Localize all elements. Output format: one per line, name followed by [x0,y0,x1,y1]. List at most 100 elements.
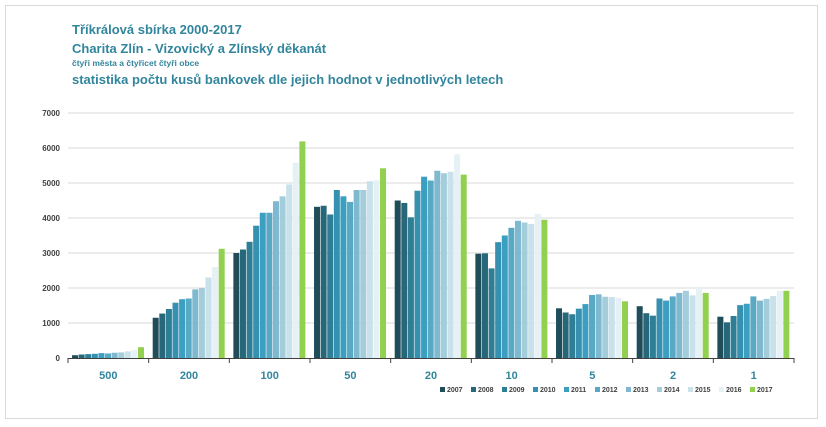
bar-100-2013 [272,201,279,358]
bar-1-2008 [723,322,730,358]
bar-20-2011 [421,176,428,358]
y-tick-label: 5000 [42,179,60,188]
bar-500-2015 [124,351,131,358]
bar-20-2010 [414,190,421,358]
bar-200-2014 [198,288,205,358]
bar-200-2007 [152,317,159,358]
bar-500-2008 [78,354,85,358]
x-axis: 500 200 100 50 20 10 5 2 1 [67,358,795,382]
legend-swatch-2015 [688,387,693,392]
bar-20-2015 [447,171,454,358]
bar-2-2015 [689,295,696,358]
bar-50-2007 [314,206,321,358]
bar-5-2015 [608,297,615,358]
bar-200-2009 [165,309,172,358]
bar-500-2010 [91,353,98,358]
bar-100-2007 [233,253,240,358]
bar-10-2012 [508,227,515,358]
bar-200-2016 [212,267,219,358]
x-tick-label: 500 [99,370,117,382]
y-tick-label: 0 [56,354,61,363]
legend-label-2012: 2012 [602,387,618,394]
bar-200-2011 [179,299,186,358]
bar-100-2012 [266,212,273,358]
legend-label-2010: 2010 [540,387,556,394]
bar-100-2015 [286,184,293,358]
bar-10-2017 [541,219,548,358]
bar-50-2010 [333,190,340,358]
chart-title-line-1: Tříkrálová sbírka 2000-2017 [72,22,242,37]
bar-100-2016 [292,162,299,358]
chart-title-line-2: Charita Zlín - Vizovický a Zlínský děkan… [72,41,327,56]
x-tick-label: 5 [589,370,595,382]
bar-50-2012 [347,201,354,358]
bar-20-2009 [407,217,414,358]
bar-500-2013 [111,352,118,358]
bar-50-2016 [373,180,380,358]
bar-500-2012 [105,353,112,358]
y-tick-label: 1000 [42,319,60,328]
bar-5-2009 [569,314,576,358]
bar-20-2017 [460,174,467,358]
bar-10-2007 [475,253,482,358]
bar-10-2015 [528,223,535,358]
bar-50-2015 [366,181,373,358]
bar-5-2011 [582,304,589,358]
bar-500-2016 [131,350,138,358]
bar-20-2012 [427,180,434,358]
bar-500-2009 [85,354,92,358]
y-tick-label: 7000 [42,109,60,118]
bar-5-2010 [575,308,582,358]
bar-500-2011 [98,353,105,358]
bar-50-2011 [340,196,347,358]
x-tick-label: 1 [751,370,757,382]
bar-10-2011 [501,235,508,358]
bar-2-2010 [656,298,663,358]
bar-10-2008 [481,253,488,358]
bar-100-2017 [299,141,306,358]
bar-2-2011 [663,300,670,358]
x-tick-label: 100 [260,370,278,382]
bar-200-2013 [192,289,199,358]
bar-5-2013 [595,294,602,358]
bar-1-2009 [730,316,737,358]
bar-50-2014 [360,190,367,358]
bar-5-2017 [622,301,629,358]
legend-swatch-2007 [440,387,445,392]
bar-100-2010 [253,225,260,358]
bar-20-2014 [440,173,447,358]
bar-100-2009 [246,241,253,358]
legend-label-2017: 2017 [757,387,773,394]
bar-10-2016 [534,213,541,358]
bar-500-2007 [72,355,79,358]
bar-500-2014 [118,352,125,358]
legend-swatch-2016 [719,387,724,392]
y-tick-label: 4000 [42,214,60,223]
legend-swatch-2011 [564,387,569,392]
bar-200-2017 [218,248,225,358]
legend-swatch-2013 [626,387,631,392]
x-tick-label: 20 [425,370,437,382]
bar-1-2011 [743,303,750,358]
chart-title-line-3: čtyři města a čtyřicet čtyři obce [72,58,200,68]
x-tick-label: 2 [670,370,676,382]
bar-2-2012 [669,296,676,358]
legend-swatch-2012 [595,387,600,392]
legend-swatch-2009 [502,387,507,392]
bar-50-2009 [327,214,334,358]
bar-1-2015 [770,296,777,358]
bar-2-2017 [702,292,709,358]
x-tick-label: 200 [180,370,198,382]
y-tick-label: 6000 [42,144,60,153]
bar-50-2008 [320,205,327,358]
bar-50-2017 [380,168,387,358]
bar-200-2010 [172,302,179,358]
bar-1-2014 [763,298,770,358]
x-tick-label: 10 [506,370,518,382]
bars [72,141,790,358]
bar-1-2013 [756,300,763,358]
bar-50-2013 [353,190,360,358]
bar-200-2012 [185,298,192,358]
chart-title-line-4: statistika počtu kusů bankovek dle jejic… [72,72,504,87]
